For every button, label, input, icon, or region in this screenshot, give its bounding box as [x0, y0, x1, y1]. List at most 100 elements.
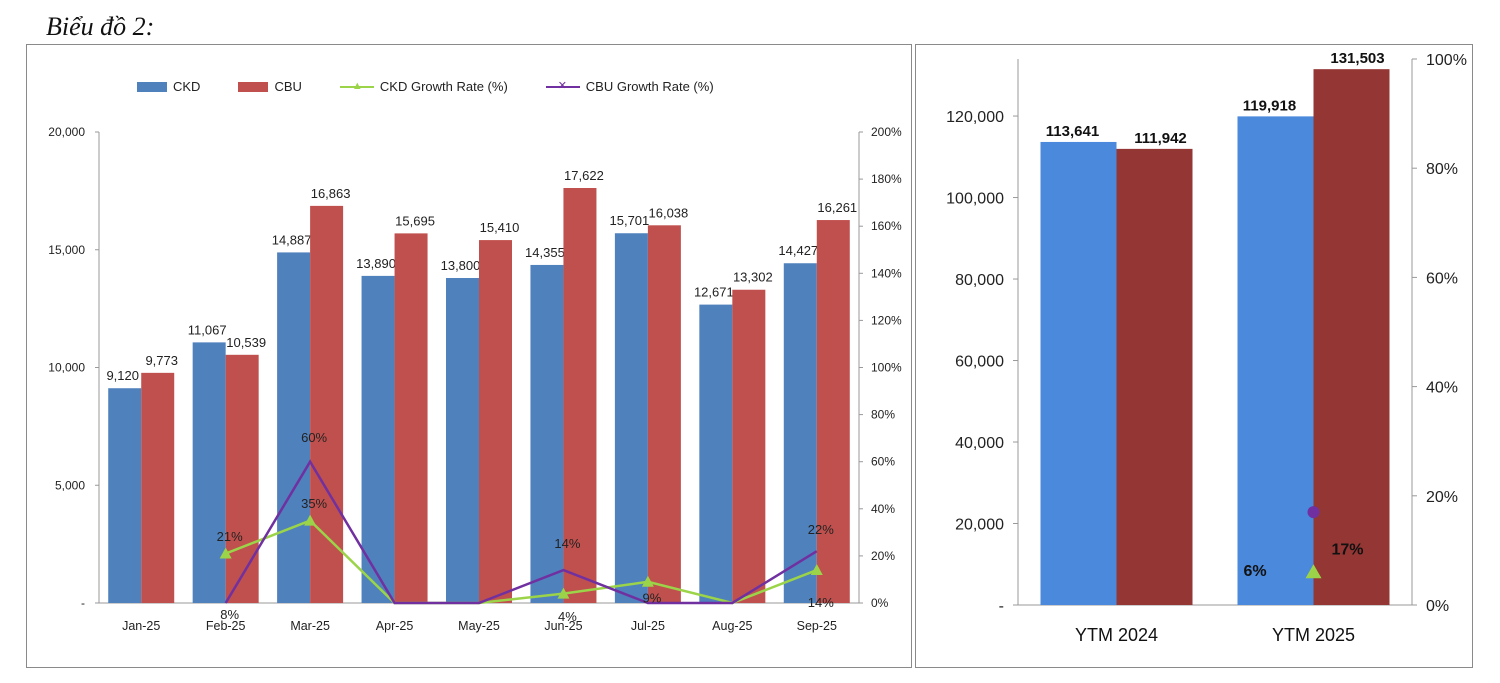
- growth-label: 22%: [808, 522, 834, 537]
- x-tick-label: YTM 2024: [1075, 625, 1158, 645]
- bar-label: 9,773: [145, 353, 178, 368]
- x-tick-label: Jun-25: [544, 619, 582, 633]
- growth-label: 35%: [301, 496, 327, 511]
- x-tick-label: Apr-25: [376, 619, 414, 633]
- bar-label: 13,302: [733, 270, 773, 285]
- ytm-bar-label: 113,641: [1046, 123, 1099, 140]
- y-right-tick-label: 0%: [871, 596, 889, 610]
- bar-label: 11,067: [188, 322, 227, 337]
- ytm-cbu-growth-label: 17%: [1332, 541, 1364, 558]
- bar-ckd: [192, 342, 226, 603]
- ytm-ckd-growth-label: 6%: [1244, 563, 1267, 580]
- chart-caption: Biểu đồ 2:: [46, 12, 155, 41]
- bar-label: 16,038: [649, 205, 689, 220]
- bar-cbu: [563, 188, 597, 604]
- ytm-chart-panel: - 20,000 40,000 60,000 80,000 100,000 120,000 0…: [915, 44, 1473, 668]
- y-left-tick-label: -: [999, 598, 1004, 615]
- y-left-tick-label: 40,000: [955, 435, 1004, 452]
- bar-ckd: [108, 388, 142, 603]
- bar-ckd: [614, 233, 648, 603]
- ytm-cbu-growth-marker: [1307, 506, 1320, 519]
- bar-label: 14,887: [272, 232, 312, 247]
- bar-ckd: [783, 263, 817, 603]
- y-right-tick-label: 160%: [871, 219, 902, 233]
- x-tick-label: Aug-25: [712, 619, 752, 633]
- y-right-tick-label: 180%: [871, 172, 902, 186]
- legend-item-ckd-growth: ▲ CKD Growth Rate (%): [339, 79, 508, 94]
- y-right-tick-label: 0%: [1426, 598, 1449, 615]
- legend-swatch-ckd-growth: ▲: [339, 80, 374, 92]
- ytm-ckd-growth-marker: [1305, 564, 1322, 579]
- bar-label: 14,427: [778, 243, 818, 258]
- monthly-chart: - 5,000 10,000 15,000 20,000 0% 20% 40% 60% 80% 10…: [48, 125, 902, 633]
- bar-label: 17,622: [564, 168, 604, 183]
- y-left-tick-label: -: [81, 596, 85, 610]
- y-right-tick-label: 140%: [871, 266, 902, 280]
- y-right-tick-label: 80%: [1426, 161, 1458, 178]
- ckd-growth-marker: [641, 575, 654, 587]
- bar-label: 14,355: [525, 245, 565, 260]
- legend-item-cbu: CBU: [238, 79, 302, 94]
- bar-label: 15,701: [610, 213, 650, 228]
- growth-label: 8%: [220, 607, 239, 622]
- y-right-tick-label: 100%: [871, 361, 902, 375]
- legend-item-ckd: CKD: [137, 79, 200, 94]
- ckd-growth-marker: [557, 587, 570, 599]
- ckd-growth-marker: [810, 564, 823, 576]
- x-tick-label: Jan-25: [122, 619, 160, 633]
- y-left-tick-label: 120,000: [946, 109, 1004, 126]
- ytm-bar-cbu: [1313, 69, 1390, 606]
- line-cbu-growth: [224, 459, 818, 605]
- x-tick-label: Sep-25: [797, 619, 837, 633]
- growth-label: 9%: [642, 590, 661, 605]
- legend-item-cbu-growth: ✕ CBU Growth Rate (%): [545, 79, 714, 94]
- bar-cbu: [647, 225, 681, 603]
- legend-label-ckd-growth: CKD Growth Rate (%): [379, 79, 508, 94]
- y-left-tick-label: 60,000: [955, 354, 1004, 371]
- y-left-tick-label: 100,000: [946, 191, 1004, 208]
- ytm-bar-ckd: [1237, 116, 1314, 605]
- ytm-bar-cbu: [1116, 148, 1193, 605]
- line-ckd-growth: [225, 519, 818, 605]
- y-right-tick-label: 80%: [871, 408, 895, 422]
- bar-label: 9,120: [106, 368, 139, 383]
- x-tick-label: Jul-25: [631, 619, 665, 633]
- growth-label: 14%: [808, 595, 834, 610]
- legend-swatch-cbu-growth: ✕: [545, 80, 580, 92]
- growth-label: 21%: [217, 529, 243, 544]
- y-left-tick-label: 5,000: [55, 478, 85, 492]
- y-left-tick-label: 20,000: [955, 517, 1004, 534]
- y-right-tick-label: 100%: [1426, 52, 1467, 69]
- bar-ckd: [361, 275, 395, 603]
- bar-label: 12,671: [694, 285, 734, 300]
- bar-label: 13,800: [441, 258, 481, 273]
- ytm-bar-label: 131,503: [1330, 50, 1384, 67]
- bar-cbu: [310, 205, 344, 603]
- bar-ckd: [277, 252, 311, 604]
- bar-label: 16,863: [311, 186, 351, 201]
- ckd-growth-marker: [304, 514, 317, 526]
- bar-cbu: [394, 233, 428, 603]
- ytm-bar-label: 119,918: [1243, 97, 1296, 114]
- bar-cbu: [816, 220, 850, 603]
- x-tick-label: Mar-25: [290, 619, 330, 633]
- x-tick-label: Feb-25: [206, 619, 246, 633]
- bar-label: 10,539: [226, 335, 266, 350]
- growth-label: 60%: [301, 430, 327, 445]
- bar-cbu: [225, 354, 259, 603]
- x-tick-label: YTM 2025: [1272, 625, 1355, 645]
- y-right-tick-label: 40%: [1426, 380, 1458, 397]
- legend-label-ckd: CKD: [173, 79, 201, 94]
- legend-swatch-cbu: [238, 81, 269, 92]
- bar-ckd: [530, 264, 564, 603]
- bar-label: 13,890: [356, 256, 396, 271]
- y-left-tick-label: 10,000: [48, 361, 85, 375]
- y-left-tick-label: 15,000: [48, 243, 85, 257]
- x-tick-label: May-25: [458, 619, 500, 633]
- growth-label: 4%: [558, 609, 577, 624]
- y-right-tick-label: 120%: [871, 313, 902, 327]
- bar-cbu: [732, 289, 766, 603]
- y-right-tick-label: 20%: [1426, 489, 1458, 506]
- y-right-tick-label: 40%: [871, 502, 895, 516]
- ytm-bar-ckd: [1040, 141, 1117, 605]
